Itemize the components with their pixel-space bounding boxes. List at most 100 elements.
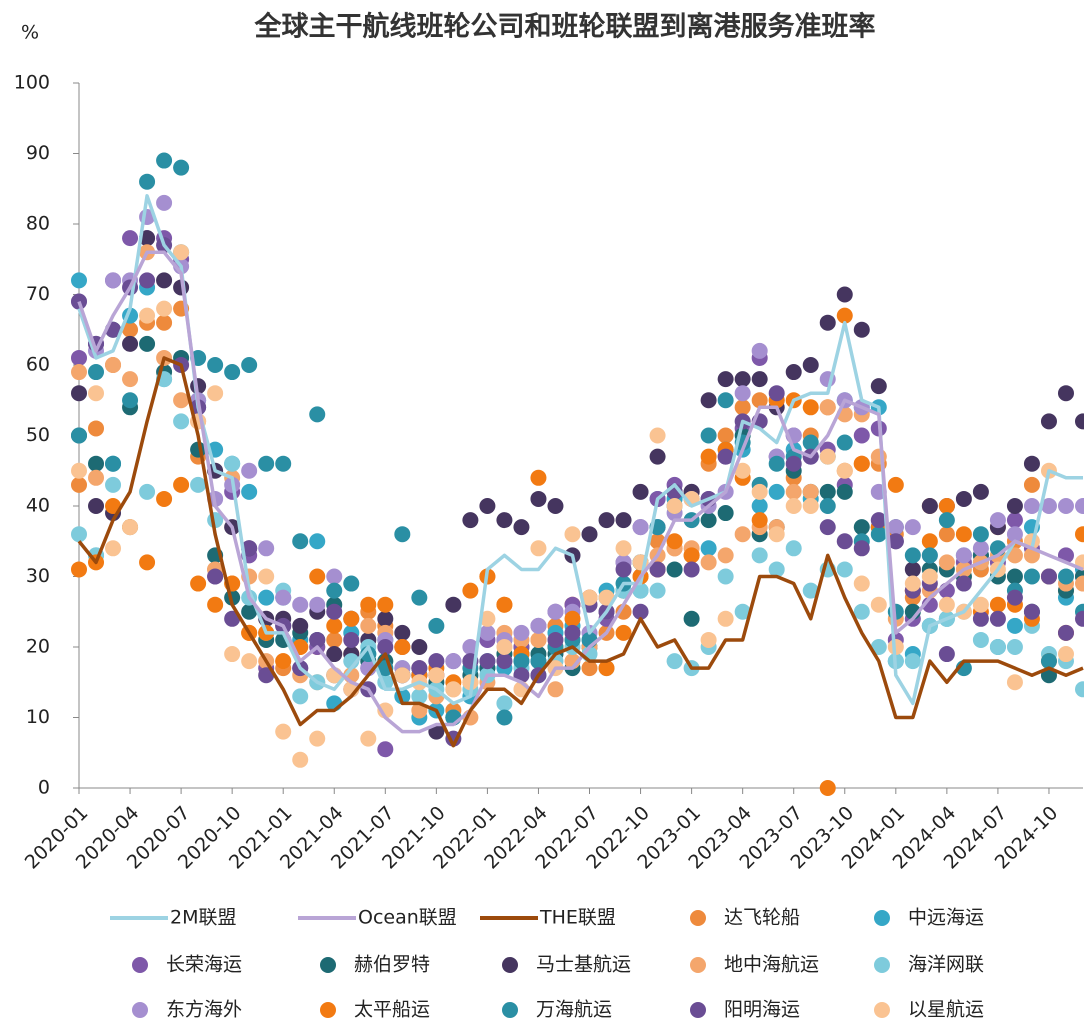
data-point (887, 476, 904, 493)
legend-label: 地中海航运 (724, 954, 819, 976)
data-point (836, 286, 853, 303)
data-point (938, 554, 955, 571)
data-point (1075, 413, 1084, 430)
data-point (751, 498, 768, 514)
data-point (377, 596, 394, 613)
data-point (955, 526, 972, 543)
y-tick-label: 60 (26, 354, 50, 376)
data-point (938, 646, 955, 663)
data-point (1006, 674, 1023, 691)
data-point (751, 483, 768, 500)
data-point (802, 399, 819, 416)
legend-swatch (502, 1002, 518, 1018)
data-point (870, 378, 887, 395)
data-point (972, 610, 989, 627)
data-point (1006, 589, 1023, 606)
data-point (564, 610, 581, 627)
legend-swatch (320, 957, 336, 973)
data-point (292, 688, 309, 705)
data-point (751, 547, 768, 564)
data-point (972, 483, 989, 500)
series-line (77, 356, 1084, 748)
legend-swatch (320, 1002, 336, 1018)
data-point (649, 561, 666, 578)
data-point (496, 596, 513, 613)
data-point (853, 427, 870, 444)
data-point (717, 505, 734, 522)
data-point (666, 653, 683, 670)
data-point (802, 483, 819, 500)
data-point (394, 639, 411, 655)
data-point (156, 490, 173, 507)
data-point (649, 448, 666, 465)
data-point (377, 639, 394, 655)
y-tick-label: 100 (14, 72, 50, 94)
data-point (224, 610, 241, 627)
data-point (258, 589, 275, 606)
data-point (496, 512, 513, 529)
data-point (105, 357, 122, 373)
data-point (139, 230, 156, 247)
legend-label: 东方海外 (166, 999, 242, 1021)
data-point (819, 519, 836, 536)
data-point (326, 631, 343, 648)
data-point (275, 653, 292, 670)
y-tick-label: 10 (26, 706, 50, 728)
data-point (479, 653, 496, 670)
data-point (547, 603, 564, 620)
data-point (870, 526, 887, 543)
data-point (734, 399, 751, 416)
data-point (309, 533, 326, 550)
data-point (326, 617, 343, 634)
data-point (122, 392, 139, 409)
data-point (173, 159, 190, 176)
data-point (530, 469, 547, 486)
data-point (1057, 568, 1074, 585)
data-point (989, 639, 1006, 655)
data-point (547, 681, 564, 698)
data-point (156, 314, 173, 331)
data-point (955, 575, 972, 592)
data-point (751, 392, 768, 409)
data-point (71, 526, 87, 543)
data-point (615, 561, 632, 578)
data-point (870, 448, 887, 465)
data-point (394, 624, 411, 641)
data-point (717, 427, 734, 444)
data-point (904, 561, 921, 578)
data-point (479, 610, 496, 627)
data-point (1040, 498, 1057, 514)
data-point (1075, 681, 1084, 698)
data-point (71, 427, 87, 444)
data-point (258, 455, 275, 472)
legend-swatch (132, 1002, 148, 1018)
data-point (1023, 476, 1040, 493)
legend-label: 达飞轮船 (724, 907, 800, 929)
data-point (904, 547, 921, 564)
data-point (173, 476, 190, 493)
data-point (71, 272, 87, 289)
data-point (853, 575, 870, 592)
data-point (1006, 526, 1023, 543)
data-point (343, 631, 360, 648)
data-point (853, 321, 870, 338)
data-point (1006, 617, 1023, 634)
data-point (921, 498, 938, 514)
legend-swatch (874, 957, 890, 973)
data-point (513, 653, 530, 670)
data-point (139, 554, 156, 571)
data-point (326, 603, 343, 620)
legend-label: 万海航运 (536, 999, 612, 1021)
data-point (870, 596, 887, 613)
data-point (853, 455, 870, 472)
data-point (734, 385, 751, 402)
data-point (683, 547, 700, 564)
data-point (717, 547, 734, 564)
data-point (377, 702, 394, 719)
data-point (224, 646, 241, 663)
legend-label: 以星航运 (908, 999, 984, 1021)
data-point (547, 498, 564, 514)
data-point (938, 596, 955, 613)
data-point (1057, 624, 1074, 641)
data-point (904, 519, 921, 536)
